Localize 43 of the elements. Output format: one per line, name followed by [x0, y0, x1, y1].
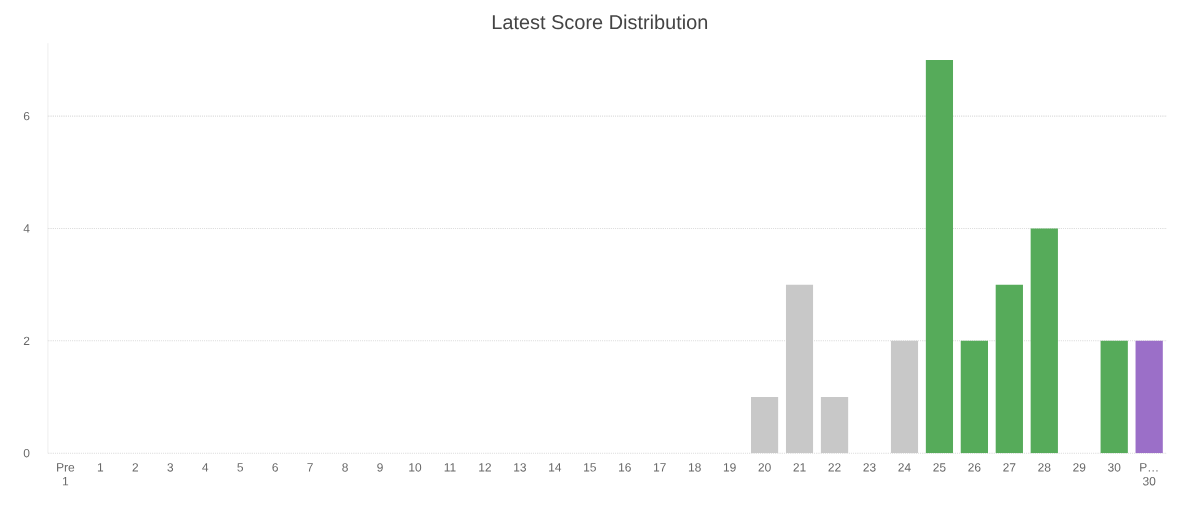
x-tick-label: 13 [514, 463, 526, 472]
x-tick-label: 3 [167, 463, 174, 472]
x-tick-label: 8 [342, 463, 348, 472]
x-tick-label: 1 [97, 463, 104, 472]
bar [1030, 228, 1058, 454]
x-tick-label: 18 [688, 463, 701, 472]
x-tick-label: 30 [1108, 463, 1121, 472]
x-tick-label: 24 [898, 463, 911, 472]
y-tick-label: 2 [23, 336, 30, 345]
x-tick-label: 26 [968, 463, 981, 472]
bar [1135, 340, 1163, 454]
x-tick-label: 21 [793, 463, 806, 472]
x-tick-label: 9 [377, 463, 383, 472]
x-tick-label: P… 30 [1140, 463, 1158, 486]
bar [960, 340, 989, 454]
bar [1100, 340, 1128, 454]
x-tick-label: 29 [1073, 463, 1086, 472]
bar [925, 59, 954, 454]
x-tick-label: 10 [409, 463, 422, 472]
x-tick-label: 28 [1038, 463, 1051, 472]
x-tick-label: 4 [202, 463, 209, 472]
x-tick-label: 20 [758, 463, 771, 472]
x-tick-label: 2 [132, 463, 139, 472]
x-tick-label: 14 [549, 463, 562, 472]
x-tick-label: 5 [237, 463, 244, 472]
x-tick-label: 16 [619, 463, 631, 472]
bar [995, 284, 1023, 454]
y-tick-label: 6 [23, 111, 30, 121]
x-tick-label: 15 [584, 463, 596, 472]
x-tick-label: 22 [828, 463, 841, 472]
x-tick-label: 19 [723, 463, 736, 472]
y-tick-label: 0 [23, 448, 30, 458]
x-tick-label: 12 [479, 463, 491, 472]
x-tick-label: 6 [272, 463, 278, 472]
chart-title: Latest Score Distribution [492, 14, 708, 30]
x-tick-label: 11 [444, 463, 456, 472]
y-tick-label: 4 [23, 224, 30, 233]
x-tick-label: 23 [863, 463, 876, 472]
x-tick-label: 25 [933, 463, 946, 472]
x-tick-label: 17 [653, 463, 666, 472]
x-tick-label: 27 [1003, 463, 1016, 472]
x-tick-label: Pre 1 [57, 463, 75, 486]
x-tick-label: 7 [307, 463, 313, 472]
